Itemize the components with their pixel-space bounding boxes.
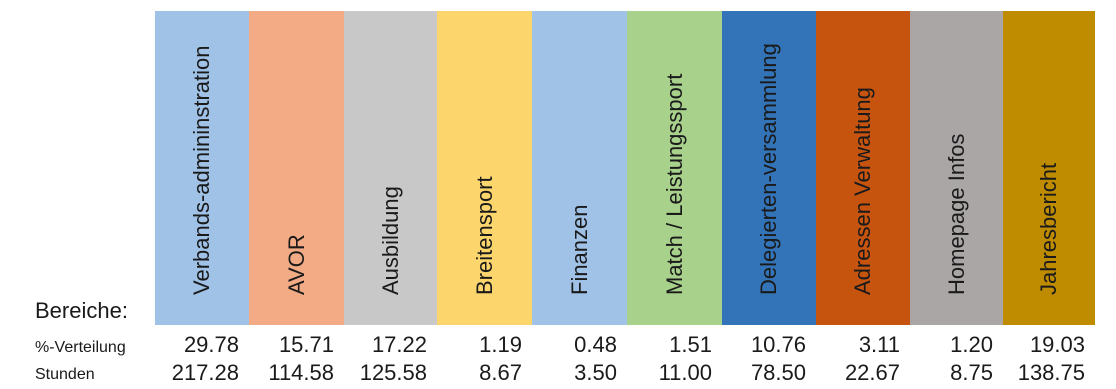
hours-value: 217.28 bbox=[171, 360, 239, 385]
category-column-verbands-admininstration: Verbands-admininstration bbox=[155, 11, 249, 325]
row-header-label: Bereiche: bbox=[35, 298, 128, 323]
percent-row-label: %-Verteilung bbox=[35, 339, 126, 356]
category-label: Ausbildung bbox=[377, 186, 403, 295]
hours-value: 125.58 bbox=[359, 360, 427, 385]
category-label: Jahresbericht bbox=[1036, 162, 1061, 295]
category-label: Breitensport bbox=[471, 176, 497, 295]
percent-value: 10.76 bbox=[750, 332, 806, 357]
category-label: Verbands-admininstration bbox=[189, 45, 214, 295]
hours-row-label: Stunden bbox=[35, 366, 95, 383]
category-label: Adressen Verwaltung bbox=[850, 87, 875, 295]
percent-value: 15.71 bbox=[278, 332, 334, 357]
hours-value: 8.67 bbox=[479, 360, 522, 385]
hours-value: 78.50 bbox=[750, 360, 806, 385]
percent-value: 17.22 bbox=[371, 332, 427, 357]
category-label: Finanzen bbox=[566, 204, 592, 295]
percent-value: 1.51 bbox=[669, 332, 712, 357]
category-label: Homepage Infos bbox=[943, 133, 969, 295]
hours-row: 217.28 114.58 125.58 8.67 3.50 11.00 78.… bbox=[155, 362, 1100, 384]
hours-value: 11.00 bbox=[658, 360, 712, 385]
category-column-adressen-verwaltung: Adressen Verwaltung bbox=[816, 11, 910, 325]
category-label: Match / Leistungssport bbox=[661, 73, 687, 295]
category-column-jahresbericht: Jahresbericht bbox=[1003, 11, 1095, 325]
hours-value: 22.67 bbox=[844, 360, 900, 385]
category-label: AVOR bbox=[283, 234, 309, 295]
category-column-ausbildung: Ausbildung bbox=[344, 11, 437, 325]
hours-value: 114.58 bbox=[268, 360, 334, 385]
category-label: Delegierten-versammlung bbox=[756, 43, 781, 295]
percent-row: 29.78 15.71 17.22 1.19 0.48 1.51 10.76 3… bbox=[155, 334, 1100, 356]
category-column-homepage-infos: Homepage Infos bbox=[910, 11, 1003, 325]
hours-value: 8.75 bbox=[950, 360, 993, 385]
percent-value: 19.03 bbox=[1029, 332, 1085, 357]
percent-value: 0.48 bbox=[574, 332, 617, 357]
category-column-match-leistungssport: Match / Leistungssport bbox=[627, 11, 722, 325]
percent-value: 1.20 bbox=[950, 332, 993, 357]
category-header-strip: Verbands-admininstration AVOR Ausbildung… bbox=[155, 11, 1100, 325]
category-column-breitensport: Breitensport bbox=[437, 11, 532, 325]
category-column-delegierten-versammlung: Delegierten-versammlung bbox=[722, 11, 816, 325]
percent-value: 3.11 bbox=[858, 332, 900, 357]
hours-value: 3.50 bbox=[574, 360, 617, 385]
percent-value: 29.78 bbox=[183, 332, 239, 357]
percent-value: 1.19 bbox=[479, 332, 522, 357]
category-column-avor: AVOR bbox=[249, 11, 344, 325]
category-column-finanzen: Finanzen bbox=[532, 11, 627, 325]
hours-value: 138.75 bbox=[1017, 360, 1085, 385]
